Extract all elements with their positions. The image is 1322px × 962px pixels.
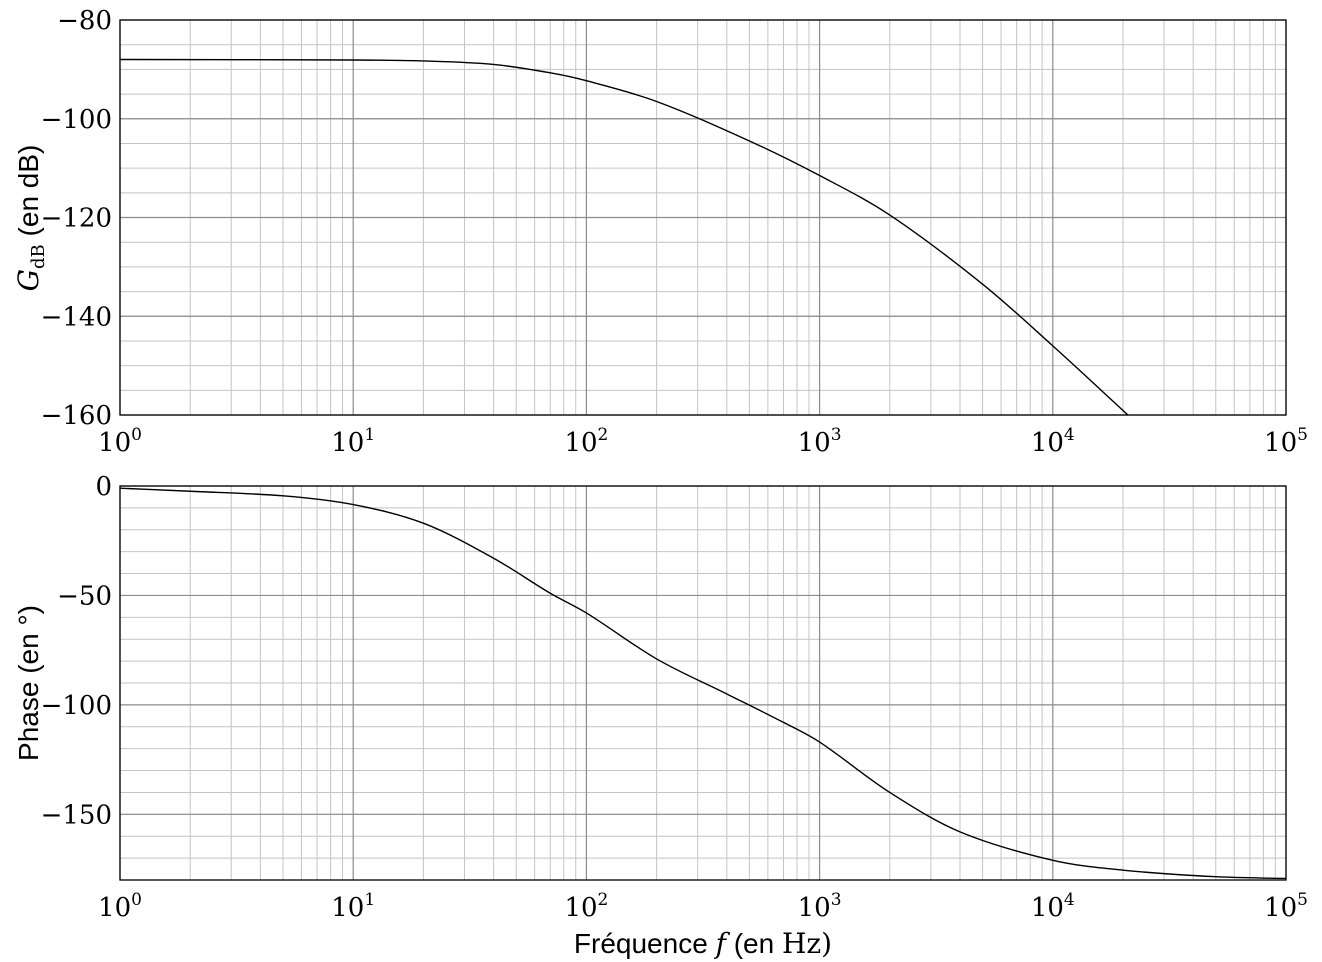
phase-axis-title: Phase (en °): [13, 605, 44, 761]
phase-curve: [119, 487, 1287, 880]
xlabel-close: ): [821, 927, 832, 960]
x-tick-label: 105: [1264, 890, 1308, 923]
y-tick-label: −160: [41, 401, 112, 431]
gain-curve: [119, 58, 1129, 416]
x-tick-label: 102: [564, 890, 608, 923]
xlabel-unit: Hz: [782, 927, 821, 960]
x-tick-label: 100: [98, 890, 142, 923]
gain-subscript: dB: [28, 244, 49, 269]
y-tick-label: −100: [41, 105, 112, 135]
y-tick-label: −140: [41, 302, 112, 332]
y-tick-label: −120: [41, 204, 112, 234]
x-tick-label: 101: [331, 890, 375, 923]
y-tick-label: −100: [41, 691, 112, 721]
gain-unit: (en dB): [13, 145, 44, 237]
x-tick-label: 104: [1031, 890, 1075, 923]
xlabel-word: Fréquence: [574, 928, 708, 959]
frequency-axis-title: Fréquence f (en Hz): [574, 927, 832, 960]
x-tick-label: 103: [798, 425, 842, 458]
x-tick-label: 101: [331, 425, 375, 458]
y-tick-label: 0: [95, 472, 112, 502]
x-tick-label: 103: [798, 890, 842, 923]
plot-frame: [119, 485, 1287, 881]
y-tick-label: −50: [57, 581, 112, 611]
xlabel-open: (en: [734, 928, 774, 959]
gain-symbol: G: [12, 269, 45, 291]
plot-frame: [119, 19, 1287, 416]
y-tick-label: −80: [57, 6, 112, 36]
x-tick-label: 104: [1031, 425, 1075, 458]
panel-phase: 0 −50 −100 −150 100 101 102 103 104 105: [41, 472, 1308, 923]
x-tick-label: 102: [564, 425, 608, 458]
x-tick-label: 105: [1264, 425, 1308, 458]
gain-axis-title: GdB (en dB): [12, 145, 49, 292]
x-tick-label: 100: [98, 425, 142, 458]
y-tick-label: −150: [41, 800, 112, 830]
